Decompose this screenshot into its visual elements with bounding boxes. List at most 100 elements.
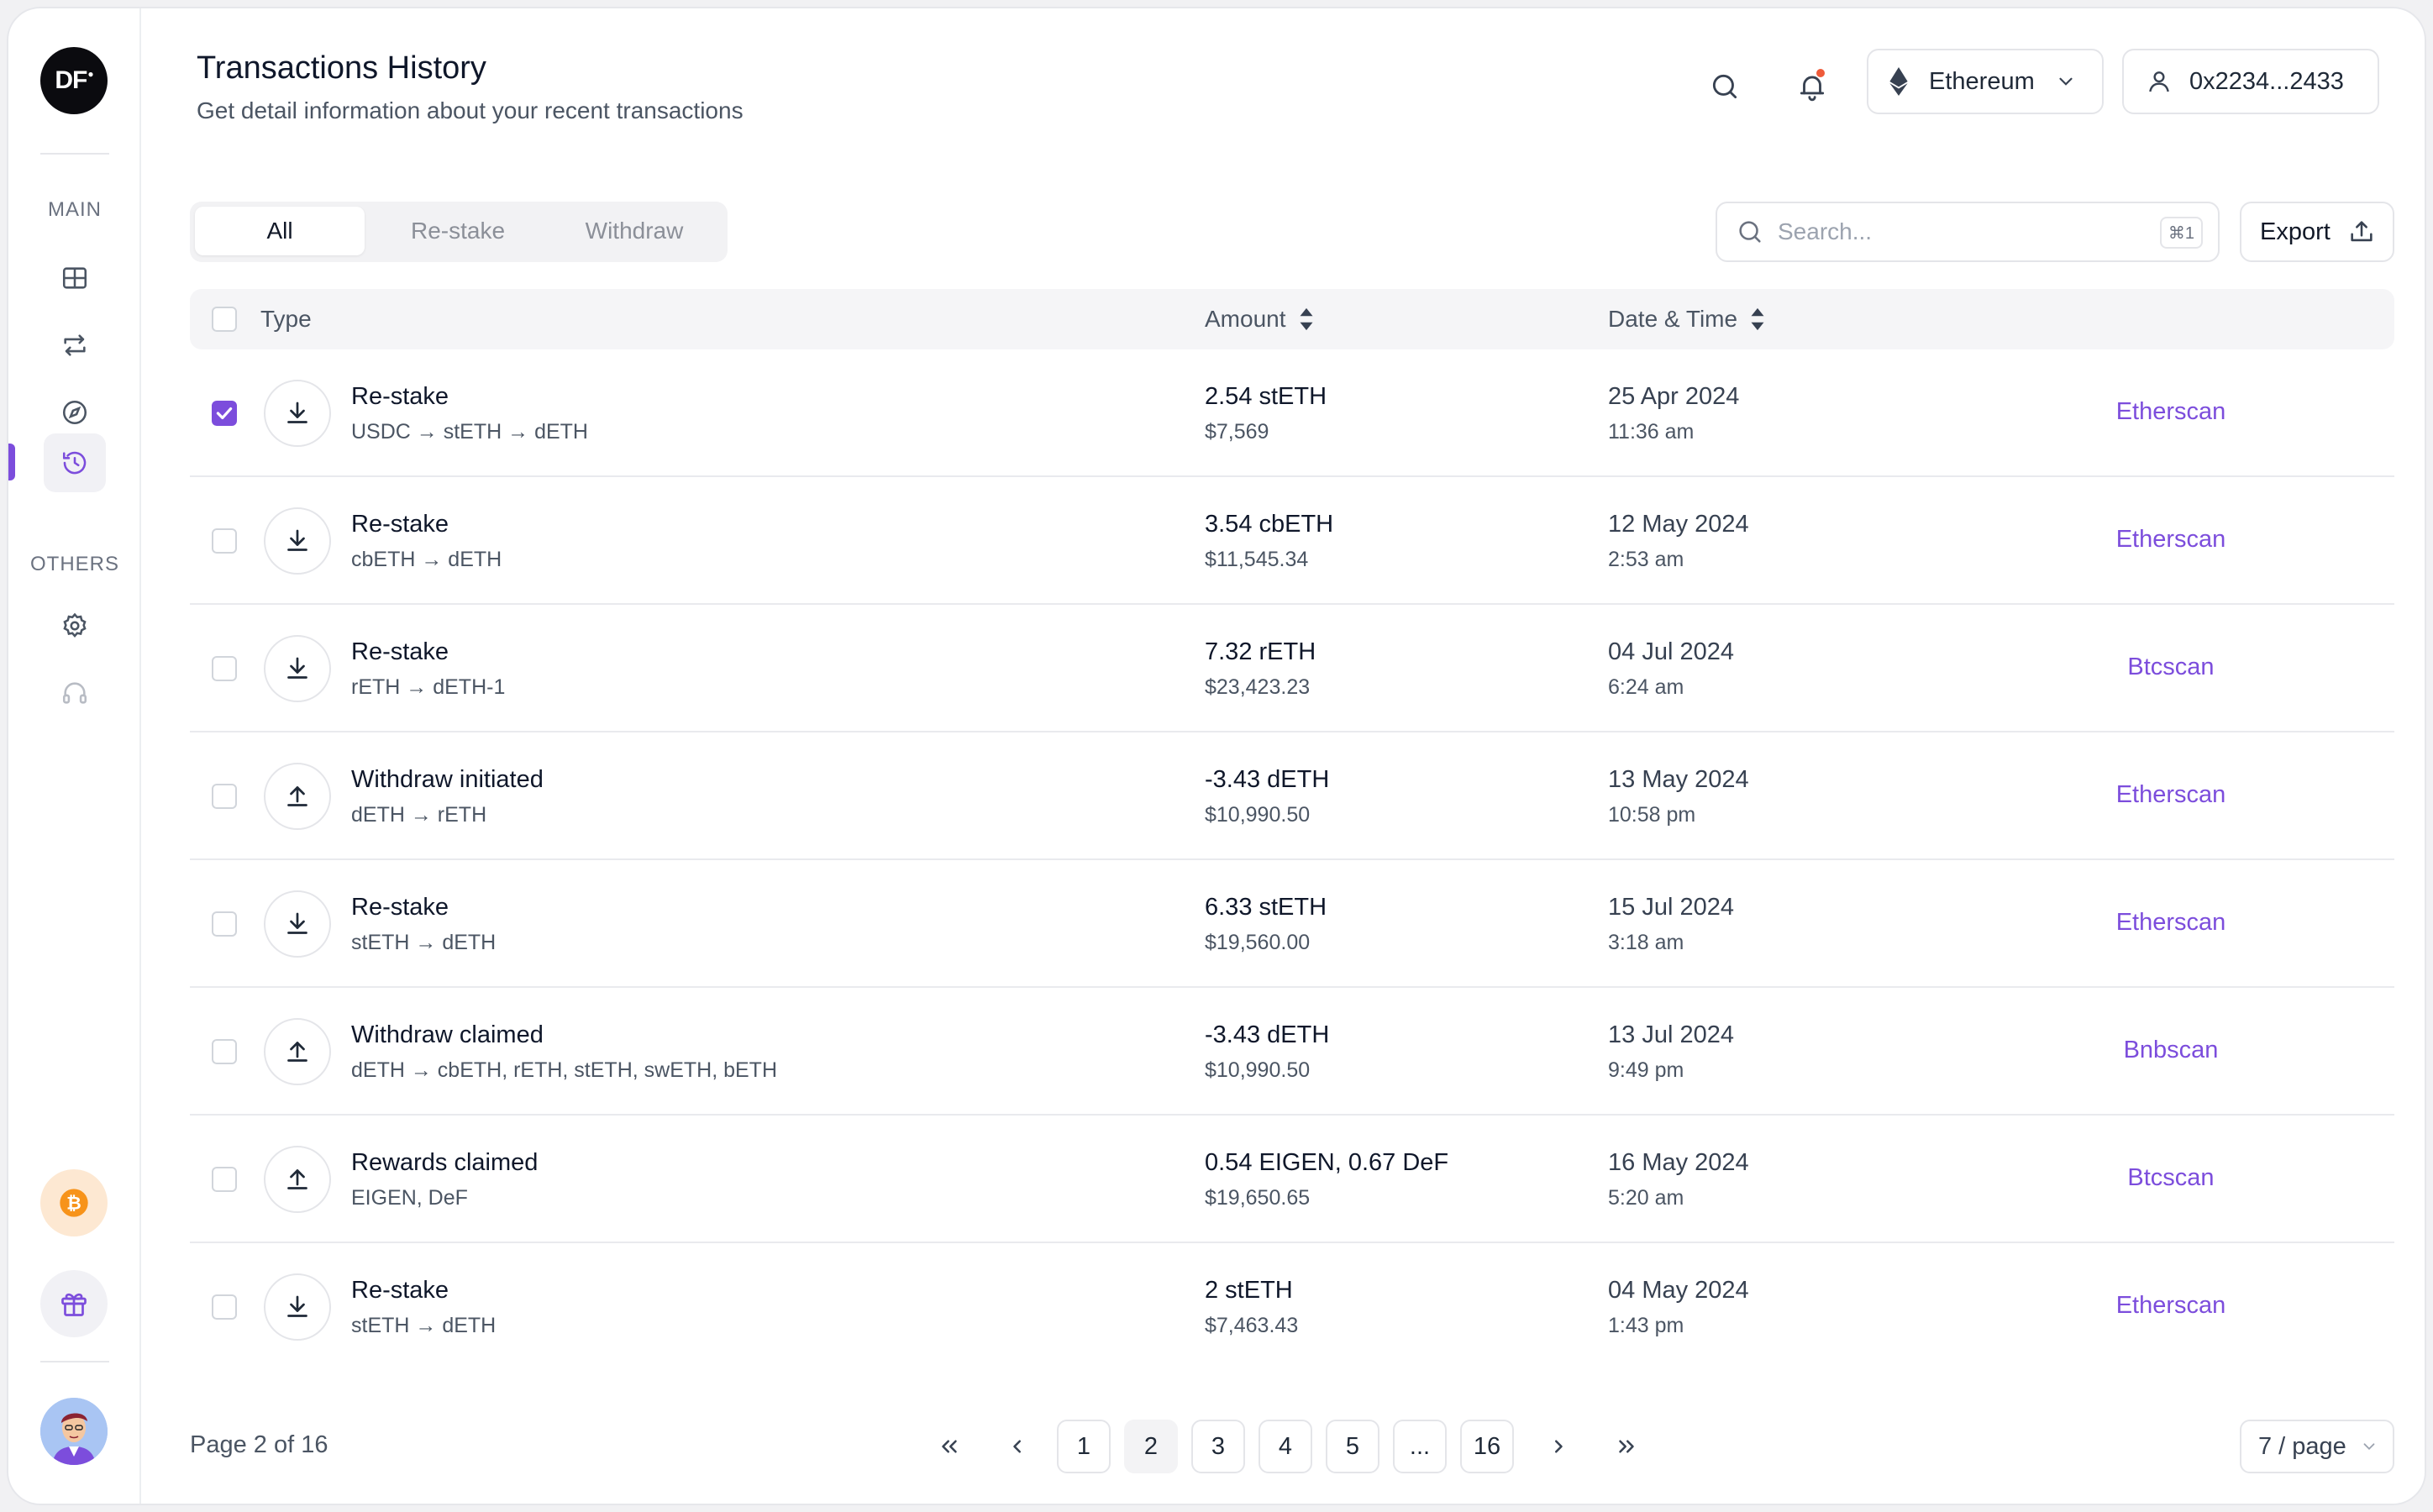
tx-type: Re-stake <box>351 894 449 921</box>
column-amount[interactable]: Amount <box>1205 289 1315 349</box>
chevron-down-icon <box>2059 77 2073 86</box>
notifications-button[interactable] <box>1783 57 1842 116</box>
table-header: Type Amount Date & Time <box>190 289 2394 349</box>
table-row[interactable]: Re-stake stETH → dETH 6.33 stETH $19,560.00… <box>190 860 2394 988</box>
ethereum-icon <box>1889 67 1908 96</box>
tx-route: USDC → stETH → dETH <box>351 420 588 444</box>
sidebar-item-swap[interactable] <box>44 316 106 375</box>
search-input[interactable] <box>1778 218 2114 245</box>
explorer-link[interactable]: Etherscan <box>2115 781 2226 808</box>
user-avatar[interactable] <box>40 1398 108 1465</box>
sidebar-item-dashboard[interactable] <box>44 249 106 307</box>
page-button[interactable]: 3 <box>1191 1420 1245 1473</box>
bitcoin-icon: ₿ <box>60 1189 88 1217</box>
column-datetime[interactable]: Date & Time <box>1608 289 1766 349</box>
row-checkbox[interactable] <box>212 784 237 809</box>
header-search-button[interactable] <box>1695 57 1754 116</box>
row-checkbox[interactable] <box>212 528 237 554</box>
table-row[interactable]: Re-stake USDC → stETH → dETH 2.54 stETH $7,… <box>190 349 2394 477</box>
tx-amount: -3.43 dETH <box>1205 766 1330 793</box>
table-row[interactable]: Re-stake stETH → dETH 2 stETH $7,463.43 04 M… <box>190 1243 2394 1371</box>
row-checkbox[interactable] <box>212 911 237 937</box>
compass-icon <box>62 400 87 425</box>
explorer-link[interactable]: Bnbscan <box>2123 1037 2219 1063</box>
table-row[interactable]: Withdraw claimed dETH → cbETH, rETH, stET… <box>190 988 2394 1116</box>
svg-text:₿: ₿ <box>66 1194 81 1215</box>
tx-time: 3:18 am <box>1608 931 1684 954</box>
table-row[interactable]: Rewards claimed EIGEN, DeF 0.54 EIGEN, 0.6… <box>190 1116 2394 1243</box>
table-row[interactable]: Re-stake rETH → dETH-1 7.32 rETH $23,423.23… <box>190 605 2394 732</box>
tx-amount-usd: $10,990.50 <box>1205 803 1311 827</box>
page-button[interactable]: 4 <box>1259 1420 1312 1473</box>
tx-route: stETH → dETH <box>351 1314 497 1337</box>
tx-time: 9:49 pm <box>1608 1058 1684 1082</box>
table-row[interactable]: Re-stake cbETH → dETH 3.54 cbETH $11,545.34… <box>190 477 2394 605</box>
page-button[interactable]: 2 <box>1124 1420 1178 1473</box>
notification-dot <box>1816 69 1825 77</box>
download-icon <box>264 507 331 575</box>
sidebar-item-support[interactable] <box>44 664 106 722</box>
row-checkbox[interactable] <box>212 1167 237 1192</box>
page-button[interactable]: 5 <box>1326 1420 1379 1473</box>
page-info: Page 2 of 16 <box>190 1431 328 1458</box>
row-checkbox[interactable] <box>212 656 237 681</box>
wallet-button[interactable]: 0x2234...2433 <box>2122 49 2379 114</box>
row-checkbox[interactable] <box>212 1294 237 1320</box>
sidebar-section-main: MAIN <box>48 198 102 221</box>
page-size-selector[interactable]: 7 / page <box>2240 1420 2394 1473</box>
first-page-button[interactable] <box>922 1420 976 1473</box>
bitcoin-button[interactable]: ₿ <box>40 1169 108 1236</box>
rewards-button[interactable] <box>40 1270 108 1337</box>
tx-date: 04 Jul 2024 <box>1608 638 1734 665</box>
tx-date: 04 May 2024 <box>1608 1277 1749 1304</box>
last-page-button[interactable] <box>1600 1420 1653 1473</box>
sort-icon <box>1751 307 1764 331</box>
explorer-link[interactable]: Etherscan <box>2115 398 2226 425</box>
tab-all[interactable]: All <box>195 207 365 255</box>
upload-icon <box>264 1146 331 1213</box>
tab-withdraw[interactable]: Withdraw <box>585 218 684 244</box>
explorer-link[interactable]: Etherscan <box>2115 1292 2226 1319</box>
sidebar-item-explore[interactable] <box>44 383 106 442</box>
app-logo[interactable]: DF ● <box>40 47 108 114</box>
tab-restake[interactable]: Re-stake <box>410 218 506 244</box>
explorer-link[interactable]: Etherscan <box>2115 526 2226 553</box>
page-subtitle: Get detail information about your recent… <box>197 97 744 123</box>
tx-time: 2:53 am <box>1608 548 1684 571</box>
tx-type: Withdraw claimed <box>351 1021 544 1048</box>
tx-route: dETH → rETH <box>351 803 487 827</box>
tx-amount-usd: $7,463.43 <box>1205 1314 1299 1337</box>
chevrons-right-icon <box>1619 1440 1634 1453</box>
sidebar-item-settings[interactable] <box>44 596 106 655</box>
tx-time: 6:24 am <box>1608 675 1684 699</box>
tx-amount: 2 stETH <box>1205 1277 1293 1304</box>
prev-page-button[interactable] <box>990 1420 1043 1473</box>
page-button[interactable]: 16 <box>1460 1420 1514 1473</box>
gift-icon <box>61 1293 87 1316</box>
tx-amount-usd: $23,423.23 <box>1205 675 1311 699</box>
logo-text: DF <box>55 66 87 94</box>
export-label: Export <box>2260 218 2331 245</box>
row-checkbox[interactable] <box>212 1039 237 1064</box>
network-selector[interactable]: Ethereum <box>1867 49 2104 114</box>
explorer-link[interactable]: Etherscan <box>2115 909 2226 936</box>
select-all-checkbox[interactable] <box>212 307 237 332</box>
table-row[interactable]: Withdraw initiated dETH → rETH -3.43 dETH $… <box>190 732 2394 860</box>
download-icon <box>264 1273 331 1341</box>
export-button[interactable]: Export <box>2240 202 2394 262</box>
next-page-button[interactable] <box>1532 1420 1586 1473</box>
page-button[interactable]: 1 <box>1057 1420 1111 1473</box>
download-icon <box>264 635 331 702</box>
tx-route: EIGEN, DeF <box>351 1186 468 1210</box>
page-ellipsis: ... <box>1393 1420 1447 1473</box>
sidebar-active-indicator <box>8 444 15 480</box>
tx-amount: 3.54 cbETH <box>1205 511 1334 538</box>
explorer-link[interactable]: Btcscan <box>2127 654 2215 680</box>
row-checkbox[interactable] <box>212 401 237 426</box>
tx-type: Re-stake <box>351 1277 449 1304</box>
sidebar-item-history[interactable] <box>44 433 106 492</box>
tx-date: 12 May 2024 <box>1608 511 1749 538</box>
explorer-link[interactable]: Btcscan <box>2127 1164 2215 1191</box>
bell-icon <box>1800 76 1825 102</box>
tx-amount-usd: $11,545.34 <box>1205 548 1309 571</box>
